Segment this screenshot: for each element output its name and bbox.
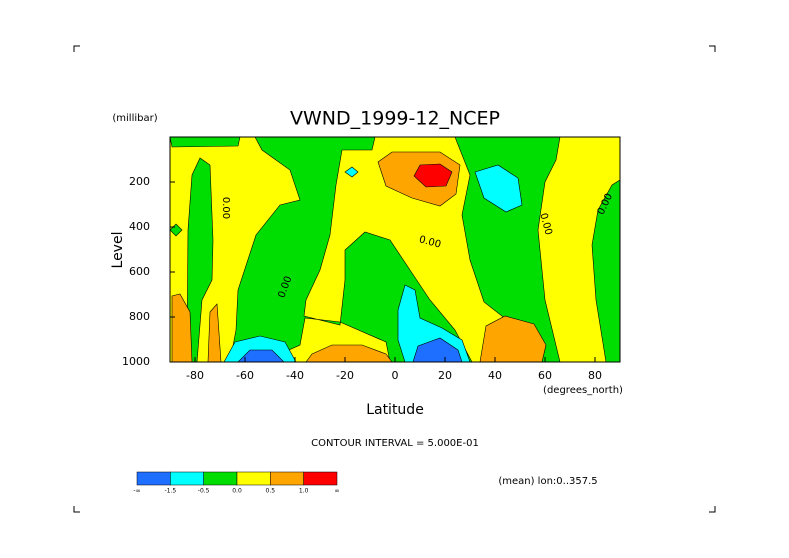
x-tick-label: 40	[488, 369, 502, 382]
region	[474, 164, 523, 213]
y-tick-label: 400	[129, 220, 150, 233]
region	[479, 315, 547, 362]
x-tick-label: -80	[186, 369, 204, 382]
region	[344, 166, 359, 178]
y-tick-label: 800	[129, 310, 150, 323]
footer-note: (mean) lon:0..357.5	[498, 476, 597, 487]
x-tick-label: 20	[438, 369, 452, 382]
y-tick-label: 200	[129, 175, 150, 188]
colorbar-label: 0.0	[232, 488, 242, 495]
colorbar-label: -0.5	[198, 488, 210, 495]
x-units: (degrees_north)	[543, 385, 623, 396]
colorbar-label: ∞	[335, 488, 340, 495]
x-tick-label: -60	[236, 369, 254, 382]
colorbar-label: -1.5	[164, 488, 176, 495]
x-tick-label: 0	[392, 369, 399, 382]
x-tick-label: 60	[538, 369, 552, 382]
x-tick-label: -20	[336, 369, 354, 382]
region	[454, 137, 561, 362]
colorbar-swatch	[136, 471, 171, 486]
colorbar-label: 0.5	[266, 488, 276, 495]
colorbar-swatch	[270, 471, 304, 486]
region	[237, 349, 285, 362]
corner-marks	[73, 45, 716, 513]
colorbar-swatch	[303, 471, 338, 486]
colorbar-swatch	[203, 471, 238, 486]
contour-field	[170, 137, 620, 362]
x-axis-label: Latitude	[366, 402, 424, 418]
y-tick-label: 1000	[122, 355, 150, 368]
region	[186, 157, 214, 362]
region	[412, 337, 463, 362]
colorbar-label: 1.0	[299, 488, 309, 495]
y-axis-label: Level	[110, 232, 126, 269]
colorbar-label: -∞	[133, 488, 140, 495]
region	[413, 163, 453, 188]
contour-label: 0.00	[220, 197, 231, 219]
colorbar-swatch	[170, 471, 204, 486]
region	[171, 293, 193, 362]
region	[591, 179, 620, 362]
region	[170, 137, 241, 148]
colorbar-swatch	[236, 471, 271, 486]
y-units: (millibar)	[112, 113, 157, 124]
x-tick-label: -40	[286, 369, 304, 382]
region	[397, 284, 471, 362]
chart-title: VWND_1999-12_NCEP	[290, 108, 500, 130]
y-tick-label: 600	[129, 265, 150, 278]
contour-interval: CONTOUR INTERVAL = 5.000E-01	[311, 438, 479, 449]
region	[223, 335, 297, 362]
x-tick-label: 80	[588, 369, 602, 382]
region	[207, 303, 222, 362]
region	[305, 344, 393, 362]
